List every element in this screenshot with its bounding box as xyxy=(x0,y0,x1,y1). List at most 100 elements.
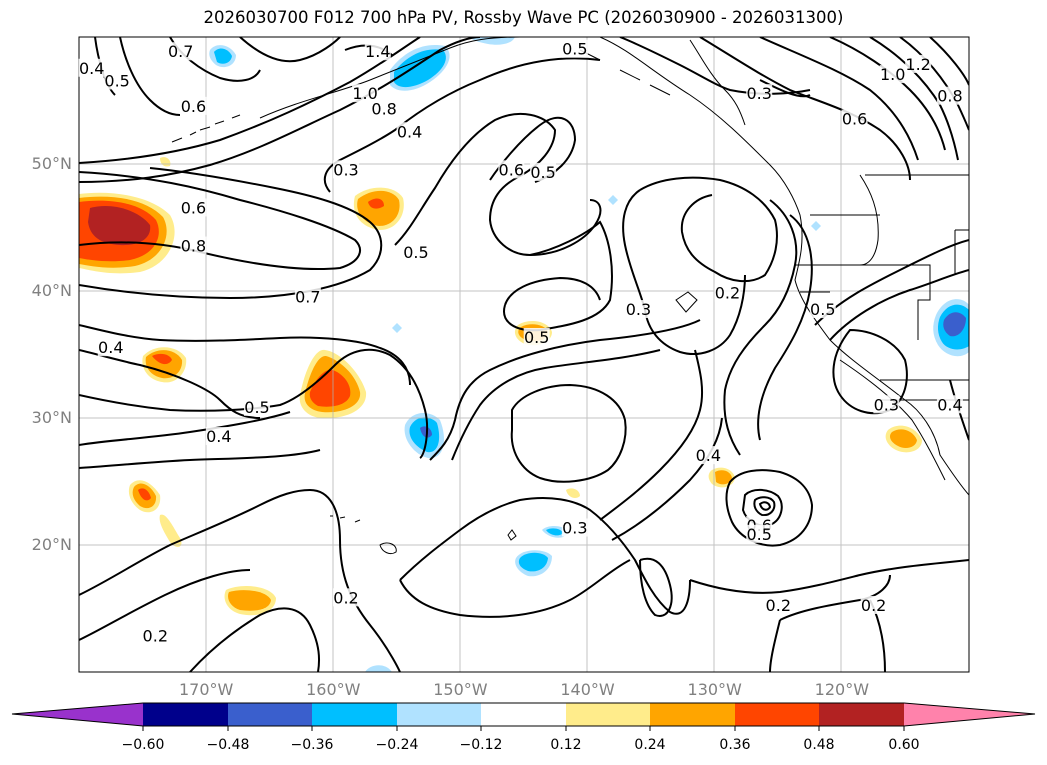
contour-label: 0.8 xyxy=(371,99,396,118)
longitude-label: 160°W xyxy=(306,680,361,699)
contour-label: 0.4 xyxy=(397,122,422,141)
contour-label-bg xyxy=(167,42,194,61)
colorbar-extend-high xyxy=(904,703,1035,726)
contour-label-bg xyxy=(765,595,792,614)
contour-label-bg xyxy=(78,58,105,77)
contour-label: 0.5 xyxy=(244,398,269,417)
contour-label: 0.2 xyxy=(333,588,358,607)
contour-label-bg xyxy=(561,39,588,58)
contour-label: 0.6 xyxy=(181,97,206,116)
contour-label-bg xyxy=(523,327,550,346)
contour-label-bg xyxy=(498,160,525,179)
map-title: 2026030700 F012 700 hPa PV, Rossby Wave … xyxy=(203,8,844,27)
colorbar-segment-4 xyxy=(397,703,481,726)
colorbar-tick-label: 0.60 xyxy=(888,737,919,753)
contour-label: 0.4 xyxy=(206,427,231,446)
contour-label-bg xyxy=(860,595,887,614)
contour-label-bg xyxy=(180,236,207,255)
colorbar-segment-3 xyxy=(312,703,397,726)
contour-label-bg xyxy=(205,427,232,446)
longitude-label: 130°W xyxy=(687,680,742,699)
contour-label-bg xyxy=(180,96,207,115)
contour-label: 1.4 xyxy=(365,42,390,61)
colorbar-tick-label: −0.12 xyxy=(460,737,503,753)
contour-label-bg xyxy=(371,99,398,118)
contour-label: 1.0 xyxy=(880,65,905,84)
contour-label: 0.5 xyxy=(746,525,771,544)
contour-label-bg xyxy=(104,71,131,90)
contour-label-bg xyxy=(879,65,906,84)
map-frame xyxy=(78,36,970,673)
contour-label: 0.4 xyxy=(696,446,721,465)
colorbar-tick-label: 0.48 xyxy=(803,737,834,753)
colorbar-segment-6 xyxy=(566,703,650,726)
contour-label-bg xyxy=(402,242,429,261)
colorbar: −0.60 −0.48 −0.36 −0.24 −0.12 0.12 0.24 … xyxy=(11,702,1036,753)
contour-label-bg xyxy=(746,524,773,543)
colorbar-segment-1 xyxy=(143,703,228,726)
coastlines xyxy=(171,37,969,555)
latitude-label: 30°N xyxy=(31,408,72,427)
contour-label-bg xyxy=(333,160,359,179)
contour-label: 0.5 xyxy=(403,243,428,262)
contour-label: 0.8 xyxy=(181,237,206,256)
contour-label-bg xyxy=(352,84,379,103)
contour-label-bg xyxy=(625,300,652,319)
contour-label: 1.2 xyxy=(905,55,930,74)
contour-label-bg xyxy=(714,283,741,302)
contour-label-bg xyxy=(333,588,359,607)
colorbar-tick-label: −0.60 xyxy=(122,737,165,753)
contour-label-bg xyxy=(936,86,963,105)
contour-label-bg xyxy=(142,626,169,645)
latitude-label: 40°N xyxy=(31,281,72,300)
contour-label-bg xyxy=(905,54,932,73)
contour-label: 0.2 xyxy=(861,596,886,615)
longitude-label: 140°W xyxy=(560,680,615,699)
contour-label: 0.2 xyxy=(766,596,791,615)
contour-label: 0.4 xyxy=(79,59,104,78)
contour-label-bg xyxy=(561,518,588,537)
contour-label-bg xyxy=(396,122,423,141)
longitude-label: 120°W xyxy=(814,680,870,699)
contour-label: 0.6 xyxy=(181,198,206,217)
latitude-label: 50°N xyxy=(31,154,72,173)
contour-label: 0.3 xyxy=(746,84,771,103)
pv-contours xyxy=(79,37,969,672)
colorbar-tick-label: 0.12 xyxy=(550,737,581,753)
contour-label-bg xyxy=(97,338,124,357)
contour-label-bg xyxy=(841,109,868,128)
colorbar-tick-label: −0.24 xyxy=(376,737,419,753)
longitude-label: 170°W xyxy=(178,680,234,699)
contour-label-bg xyxy=(530,162,557,181)
colorbar-tick-label: −0.48 xyxy=(207,737,250,753)
colorbar-segment-2 xyxy=(228,703,312,726)
contour-label: 0.2 xyxy=(715,284,740,303)
contour-label: 0.7 xyxy=(168,42,193,61)
contour-label: 0.4 xyxy=(937,395,962,414)
contour-label-bg xyxy=(809,300,836,319)
colorbar-tick-label: −0.36 xyxy=(291,737,334,753)
contour-label-bg xyxy=(244,397,270,416)
contour-label: 0.3 xyxy=(874,395,899,414)
contour-label: 0.6 xyxy=(842,110,867,129)
contour-label: 0.5 xyxy=(530,163,555,182)
contour-label: 0.5 xyxy=(562,40,587,59)
contour-label: 1.0 xyxy=(352,84,377,103)
colorbar-tick-label: 0.36 xyxy=(719,737,750,753)
contour-label: 0.5 xyxy=(104,71,129,90)
colorbar-segment-7 xyxy=(650,703,735,726)
contour-label-bg xyxy=(364,42,391,61)
contour-label: 0.7 xyxy=(295,287,320,306)
contour-label-bg xyxy=(873,395,900,414)
colorbar-extend-low xyxy=(12,703,143,726)
contour-label-bg xyxy=(294,287,321,306)
contour-label: 0.4 xyxy=(98,338,123,357)
colorbar-segment-8 xyxy=(735,703,819,726)
contour-label: 0.6 xyxy=(499,160,524,179)
contour-label: 0.3 xyxy=(626,300,651,319)
contour-label: 0.3 xyxy=(562,518,587,537)
contour-label: 0.5 xyxy=(810,300,835,319)
colorbar-segment-5 xyxy=(481,703,566,726)
contour-label-bg xyxy=(936,395,963,414)
